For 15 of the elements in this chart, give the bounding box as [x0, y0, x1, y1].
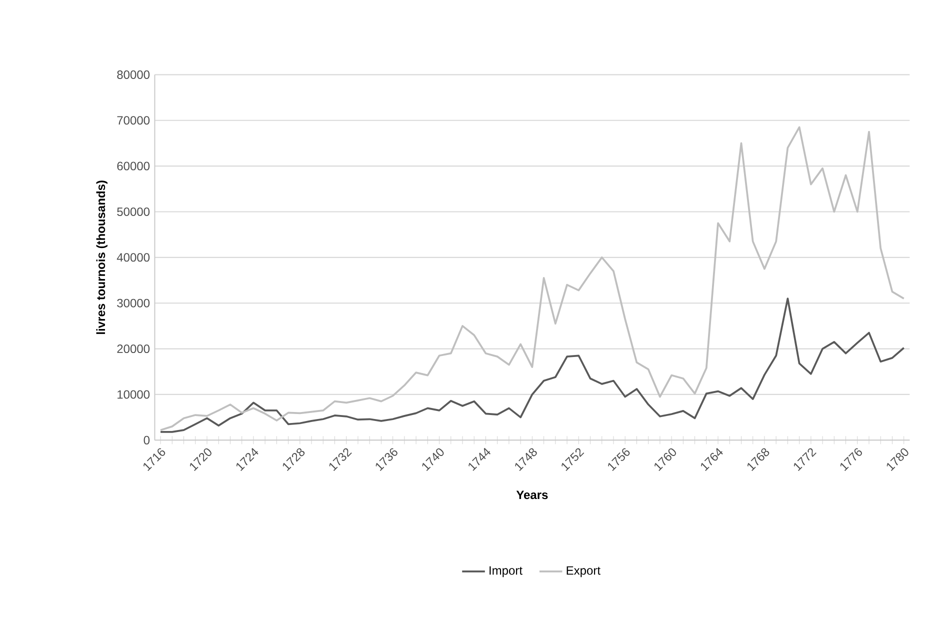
line-series — [160, 297, 905, 433]
y-tick-label: 10000 — [118, 390, 150, 399]
y-axis-title: livres tournois (thousands) — [96, 180, 108, 334]
y-tick-label: 20000 — [117, 344, 150, 353]
y-tick-label: 30000 — [117, 298, 150, 308]
y-tick-label: 60000 — [117, 162, 150, 170]
y-tick-label: 0 — [144, 436, 150, 444]
legend-label: Import — [490, 566, 522, 577]
line-series — [160, 126, 905, 431]
y-tick-label: 70000 — [117, 116, 150, 125]
x-axis-title: Years — [516, 490, 548, 499]
y-tick-label: 80000 — [117, 70, 150, 79]
y-tick-label: 40000 — [116, 253, 150, 262]
legend-label: Export — [566, 566, 600, 577]
y-tick-label: 50000 — [117, 207, 150, 216]
